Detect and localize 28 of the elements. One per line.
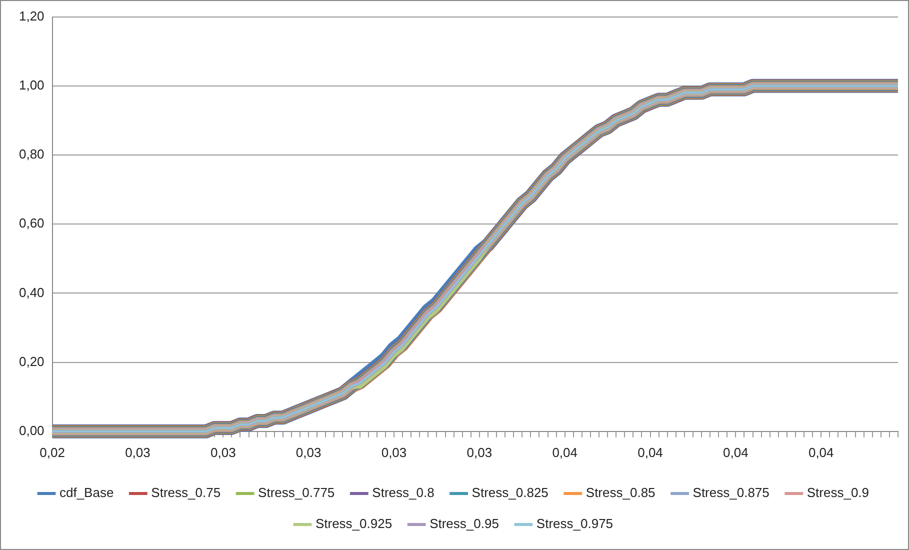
x-tick-label: 0,04	[552, 444, 578, 460]
legend-label: Stress_0.825	[472, 485, 548, 500]
x-tick-label: 0,03	[381, 444, 407, 460]
legend-label: Stress_0.975	[536, 516, 614, 532]
y-tick-label: 0,00	[18, 422, 44, 438]
legend-label: Stress_0.8	[372, 485, 434, 500]
y-tick-label: 0,20	[18, 354, 44, 369]
legend-label: Stress_0.925	[315, 516, 392, 532]
legend-label: Stress_0.95	[430, 516, 499, 532]
y-tick-label: 0,80	[18, 146, 44, 162]
legend-label: Stress_0.85	[586, 485, 656, 500]
x-tick-label: 0,03	[296, 444, 322, 460]
legend-label: cdf_Base	[59, 485, 114, 500]
x-tick-label: 0,04	[638, 444, 663, 460]
x-tick-label: 0,03	[125, 444, 150, 460]
x-tick-label: 0,03	[466, 444, 492, 460]
legend-label: Stress_0.875	[692, 485, 770, 500]
legend-label: Stress_0.9	[806, 485, 870, 500]
x-tick-label: 0,03	[210, 444, 236, 460]
y-tick-label: 1,00	[18, 77, 44, 92]
legend-label: Stress_0.775	[258, 485, 335, 500]
x-tick-label: 0,04	[723, 444, 748, 460]
y-tick-label: 0,60	[18, 216, 44, 231]
y-tick-label: 1,20	[18, 8, 44, 24]
x-tick-label: 0,02	[40, 444, 65, 460]
x-tick-label: 0,04	[808, 444, 834, 460]
y-tick-label: 0,40	[18, 284, 44, 300]
legend-label: Stress_0.75	[151, 485, 221, 500]
